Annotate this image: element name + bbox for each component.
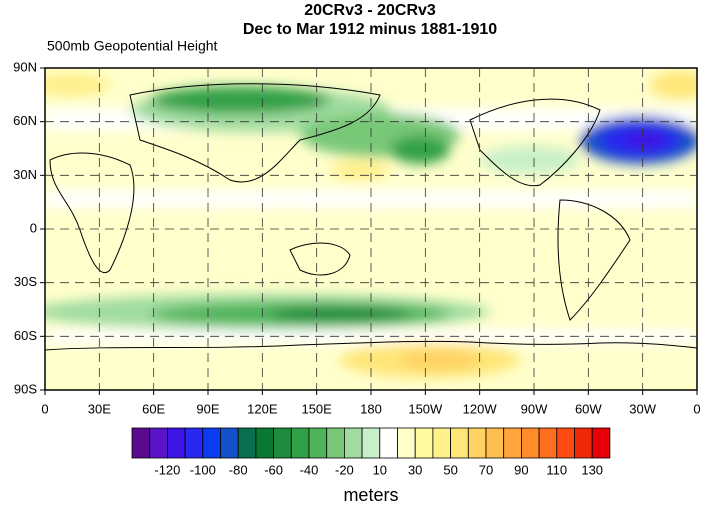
colorbar-label: -80	[229, 462, 248, 477]
colorbar-box	[556, 427, 575, 459]
colorbar-box	[308, 427, 328, 459]
colorbar-label: -120	[154, 462, 180, 477]
colorbar-box	[450, 427, 469, 459]
colorbar-box	[591, 427, 611, 459]
colorbar-box	[184, 427, 204, 459]
lon-tick-label: 120W	[463, 401, 498, 416]
lon-tick-label: 30W	[629, 401, 656, 416]
coastlines	[45, 83, 697, 351]
lon-tick-label: 60E	[142, 401, 165, 416]
colorbar-box	[149, 427, 168, 459]
colorbar-box	[166, 427, 186, 459]
lon-tick-label: 0	[41, 401, 48, 416]
colorbar-label: 110	[546, 462, 567, 477]
colorbar-box	[538, 427, 558, 459]
colorbar-box	[379, 427, 398, 459]
lat-tick-label: 90N	[13, 59, 37, 74]
colorbar-label: -20	[335, 462, 354, 477]
colorbar-box	[220, 427, 239, 459]
lon-tick-label: 150E	[301, 401, 332, 416]
colorbar-label: -100	[190, 462, 216, 477]
colorbar-box	[503, 427, 522, 459]
colorbar-box	[397, 427, 416, 459]
colorbar-label: 50	[443, 462, 457, 477]
title-line2: Dec to Mar 1912 minus 1881-1910	[243, 21, 497, 38]
lat-tick-label: 30N	[13, 167, 37, 182]
colorbar-label: 90	[514, 462, 528, 477]
colorbar-box	[361, 427, 381, 459]
colorbar-box	[467, 427, 487, 459]
colorbar-label: 30	[408, 462, 422, 477]
lon-tick-label: 60W	[575, 401, 602, 416]
title-line1: 20CRv3 - 20CRv3	[304, 2, 436, 19]
colorbar-box	[343, 427, 363, 459]
lon-tick-label: 30E	[88, 401, 111, 416]
colorbar-box	[574, 427, 593, 459]
colorbar-box	[237, 427, 257, 459]
lon-tick-label: 120E	[247, 401, 278, 416]
colorbar-box	[432, 427, 451, 459]
lat-tick-label: 60N	[13, 113, 37, 128]
colorbar-box	[202, 427, 221, 459]
lat-tick-label: 0	[30, 220, 37, 235]
subtitle: 500mb Geopotential Height	[47, 38, 218, 54]
colorbar-units: meters	[343, 485, 398, 505]
lat-tick-label: 60S	[14, 328, 37, 343]
colorbar-label: 130	[581, 462, 603, 477]
lon-tick-label: 90W	[521, 401, 548, 416]
colorbar-box	[273, 427, 292, 459]
colorbar-box	[131, 427, 151, 459]
colorbar-box	[485, 427, 505, 459]
colorbar-box	[326, 427, 345, 459]
colorbar-label: 70	[479, 462, 493, 477]
colorbar-box	[255, 427, 274, 459]
colorbar-label: -40	[300, 462, 319, 477]
lat-tick-label: 30S	[14, 274, 37, 289]
lon-tick-label: 0	[693, 401, 700, 416]
lon-tick-label: 90E	[196, 401, 219, 416]
colorbar-box	[414, 427, 434, 459]
colorbar-box	[521, 427, 540, 459]
lon-tick-label: 180	[360, 401, 382, 416]
colorbar-label: 10	[373, 462, 387, 477]
colorbar-box	[290, 427, 310, 459]
lon-tick-label: 150W	[408, 401, 443, 416]
colorbar-label: -60	[264, 462, 283, 477]
lat-tick-label: 90S	[14, 381, 37, 396]
